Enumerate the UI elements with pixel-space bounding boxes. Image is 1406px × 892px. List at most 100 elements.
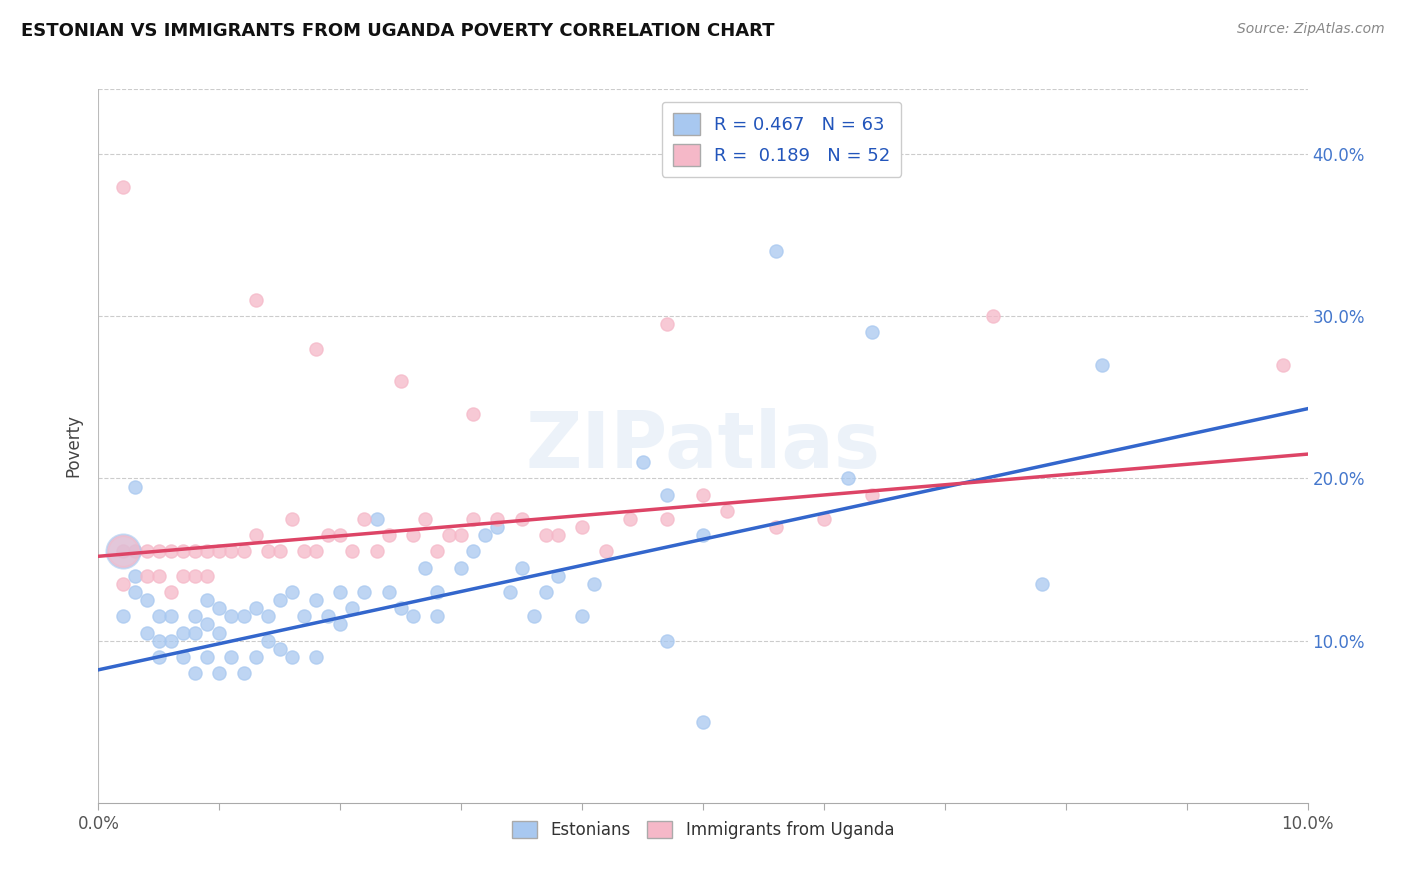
Point: [413, 560, 436, 574]
Point: [160, 544, 183, 558]
Point: [510, 512, 533, 526]
Point: [402, 528, 425, 542]
Point: [281, 585, 304, 599]
Point: [135, 625, 157, 640]
Point: [135, 568, 157, 582]
Point: [510, 560, 533, 574]
Text: ZIPatlas: ZIPatlas: [526, 408, 880, 484]
Point: [765, 520, 787, 534]
Point: [1091, 358, 1114, 372]
Point: [208, 625, 231, 640]
Point: [450, 560, 472, 574]
Point: [221, 544, 243, 558]
Point: [463, 407, 485, 421]
Point: [342, 544, 364, 558]
Point: [426, 609, 449, 624]
Point: [860, 488, 883, 502]
Point: [245, 293, 267, 307]
Point: [837, 471, 859, 485]
Y-axis label: Poverty: Poverty: [65, 415, 83, 477]
Point: [232, 666, 254, 681]
Point: [232, 544, 254, 558]
Point: [1031, 577, 1053, 591]
Point: [148, 544, 170, 558]
Point: [342, 601, 364, 615]
Point: [195, 617, 218, 632]
Point: [208, 666, 231, 681]
Point: [111, 544, 134, 558]
Point: [269, 544, 291, 558]
Text: ESTONIAN VS IMMIGRANTS FROM UGANDA POVERTY CORRELATION CHART: ESTONIAN VS IMMIGRANTS FROM UGANDA POVER…: [21, 22, 775, 40]
Point: [184, 568, 207, 582]
Point: [184, 544, 207, 558]
Point: [353, 512, 375, 526]
Point: [184, 625, 207, 640]
Point: [450, 528, 472, 542]
Point: [172, 625, 194, 640]
Point: [619, 512, 641, 526]
Point: [281, 649, 304, 664]
Text: Source: ZipAtlas.com: Source: ZipAtlas.com: [1237, 22, 1385, 37]
Point: [256, 544, 278, 558]
Point: [534, 528, 557, 542]
Point: [195, 544, 218, 558]
Point: [692, 528, 714, 542]
Point: [655, 318, 678, 332]
Point: [765, 244, 787, 259]
Point: [148, 633, 170, 648]
Point: [377, 528, 399, 542]
Point: [692, 488, 714, 502]
Point: [305, 649, 328, 664]
Point: [184, 666, 207, 681]
Point: [245, 528, 267, 542]
Point: [463, 544, 485, 558]
Point: [269, 593, 291, 607]
Point: [547, 568, 569, 582]
Point: [148, 568, 170, 582]
Point: [716, 504, 738, 518]
Point: [534, 585, 557, 599]
Point: [256, 633, 278, 648]
Point: [195, 568, 218, 582]
Point: [124, 479, 146, 493]
Point: [366, 544, 388, 558]
Point: [329, 585, 352, 599]
Point: [195, 593, 218, 607]
Point: [208, 601, 231, 615]
Point: [631, 455, 654, 469]
Point: [184, 609, 207, 624]
Point: [571, 609, 593, 624]
Point: [366, 512, 388, 526]
Point: [124, 585, 146, 599]
Point: [426, 544, 449, 558]
Point: [245, 649, 267, 664]
Point: [583, 577, 606, 591]
Point: [498, 585, 520, 599]
Point: [124, 568, 146, 582]
Point: [426, 585, 449, 599]
Point: [292, 609, 315, 624]
Point: [316, 609, 339, 624]
Point: [595, 544, 617, 558]
Point: [353, 585, 375, 599]
Point: [305, 342, 328, 356]
Point: [402, 609, 425, 624]
Point: [281, 512, 304, 526]
Point: [692, 714, 714, 729]
Point: [172, 568, 194, 582]
Point: [292, 544, 315, 558]
Point: [413, 512, 436, 526]
Point: [316, 528, 339, 542]
Point: [305, 544, 328, 558]
Point: [172, 649, 194, 664]
Point: [245, 601, 267, 615]
Point: [571, 520, 593, 534]
Point: [486, 520, 509, 534]
Point: [981, 310, 1004, 324]
Point: [463, 512, 485, 526]
Point: [148, 609, 170, 624]
Point: [813, 512, 835, 526]
Point: [474, 528, 496, 542]
Point: [172, 544, 194, 558]
Point: [160, 609, 183, 624]
